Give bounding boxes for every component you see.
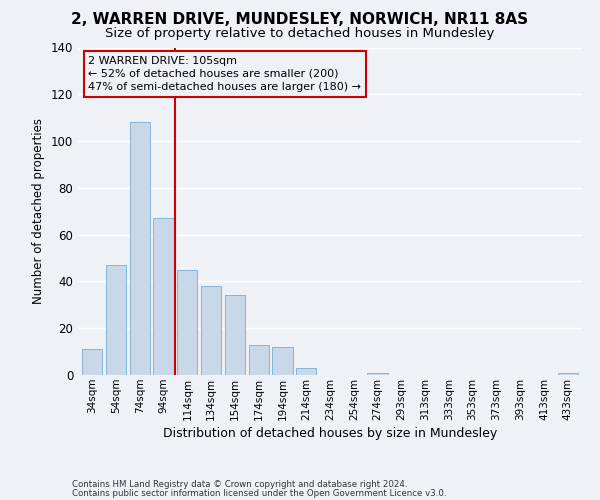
Text: 2 WARREN DRIVE: 105sqm
← 52% of detached houses are smaller (200)
47% of semi-de: 2 WARREN DRIVE: 105sqm ← 52% of detached…: [88, 56, 361, 92]
Bar: [296, 368, 316, 375]
Text: Contains HM Land Registry data © Crown copyright and database right 2024.: Contains HM Land Registry data © Crown c…: [72, 480, 407, 489]
Bar: [177, 270, 197, 375]
Bar: [367, 372, 388, 375]
Text: Contains public sector information licensed under the Open Government Licence v3: Contains public sector information licen…: [72, 488, 446, 498]
Y-axis label: Number of detached properties: Number of detached properties: [32, 118, 45, 304]
Bar: [130, 122, 150, 375]
Bar: [154, 218, 173, 375]
Bar: [557, 372, 578, 375]
Bar: [248, 344, 269, 375]
Text: Size of property relative to detached houses in Mundesley: Size of property relative to detached ho…: [106, 28, 494, 40]
Bar: [201, 286, 221, 375]
Bar: [82, 350, 103, 375]
Bar: [106, 265, 126, 375]
Bar: [225, 296, 245, 375]
Bar: [272, 347, 293, 375]
Text: 2, WARREN DRIVE, MUNDESLEY, NORWICH, NR11 8AS: 2, WARREN DRIVE, MUNDESLEY, NORWICH, NR1…: [71, 12, 529, 28]
X-axis label: Distribution of detached houses by size in Mundesley: Distribution of detached houses by size …: [163, 427, 497, 440]
